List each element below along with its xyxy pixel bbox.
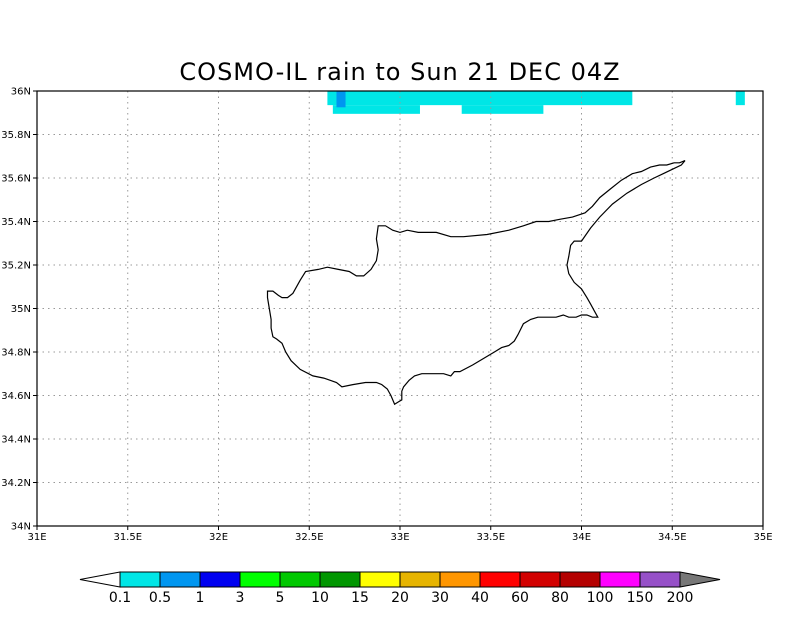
colorbar-label: 60: [511, 590, 529, 606]
colorbar-box-0: [119, 571, 161, 588]
colorbar-label: 5: [276, 590, 285, 606]
colorbar-label: 150: [627, 590, 654, 606]
lon-tick-label: 31E: [27, 532, 46, 543]
lon-tick-label: 32.5E: [295, 532, 324, 543]
colorbar-box-3: [239, 571, 281, 588]
colorbar-label: 1: [196, 590, 205, 606]
colorbar-label: 200: [667, 590, 694, 606]
lon-tick-label: 33.5E: [476, 532, 505, 543]
lon-tick-label: 34E: [572, 532, 591, 543]
colorbar-label: 0.5: [149, 590, 171, 606]
lat-lon-grid: [37, 91, 763, 526]
lat-tick-label: 36N: [11, 87, 31, 98]
colorbar-box-11: [559, 571, 601, 588]
colorbar-label: 80: [551, 590, 569, 606]
lon-tick-label: 35E: [753, 532, 772, 543]
colorbar-box-12: [599, 571, 641, 588]
map-title: COSMO-IL rain to Sun 21 DEC 04Z: [179, 58, 620, 86]
longitude-axis: 31E 31.5E 32E 32.5E 33E 33.5E 34E 34.5E 35E: [27, 526, 773, 543]
rain-patch-1: [332, 105, 420, 114]
lat-tick-label: 34.2N: [1, 478, 31, 489]
lat-tick-label: 35.2N: [1, 261, 31, 272]
colorbar-label: 30: [431, 590, 449, 606]
lat-tick-label: 34.6N: [1, 391, 31, 402]
lon-tick-label: 31.5E: [113, 532, 142, 543]
colorbar-below-arrow: [79, 571, 121, 588]
lat-tick-label: 34N: [11, 522, 31, 533]
lat-tick-label: 34.8N: [1, 348, 31, 359]
latitude-axis: 34N 34.2N 34.4N 34.6N 34.8N 35N 35.2N 35.4N 35.6…: [1, 87, 37, 533]
lat-tick-label: 34.4N: [1, 435, 31, 446]
rain-patch-4: [735, 91, 745, 106]
colorbar-label: 0.1: [109, 590, 131, 606]
colorbar-label: 20: [391, 590, 409, 606]
lat-tick-label: 35.6N: [1, 174, 31, 185]
colorbar-box-6: [359, 571, 401, 588]
colorbar-box-8: [439, 571, 481, 588]
rain-patch-0: [327, 91, 633, 106]
colorbar-box-5: [319, 571, 361, 588]
lat-tick-label: 35N: [11, 304, 31, 315]
colorbar-above-arrow: [679, 571, 721, 588]
colorbar-label: 3: [236, 590, 245, 606]
colorbar-box-9: [479, 571, 521, 588]
rain-layer: [327, 91, 745, 114]
colorbar-box-2: [199, 571, 241, 588]
colorbar-box-4: [279, 571, 321, 588]
colorbar-box-10: [519, 571, 561, 588]
lat-tick-label: 35.4N: [1, 217, 31, 228]
colorbar-box-7: [399, 571, 441, 588]
colorbar-label: 15: [351, 590, 369, 606]
colorbar-label: 10: [311, 590, 329, 606]
colorbar-box-13: [639, 571, 681, 588]
colorbar-legend: [79, 571, 721, 588]
rain-patch-3: [336, 91, 346, 108]
colorbar-labels: 0.1 0.5 1 3 5 10 15 20 30 40 60 80 100 150 200: [109, 590, 694, 606]
lat-tick-label: 35.8N: [1, 130, 31, 141]
rain-patch-2: [461, 105, 544, 114]
colorbar-label: 40: [471, 590, 489, 606]
lon-tick-label: 33E: [390, 532, 409, 543]
lon-tick-label: 34.5E: [658, 532, 687, 543]
colorbar-box-1: [159, 571, 201, 588]
lon-tick-label: 32E: [209, 532, 228, 543]
colorbar-label: 100: [587, 590, 614, 606]
cyprus-coastline: [266, 160, 686, 406]
